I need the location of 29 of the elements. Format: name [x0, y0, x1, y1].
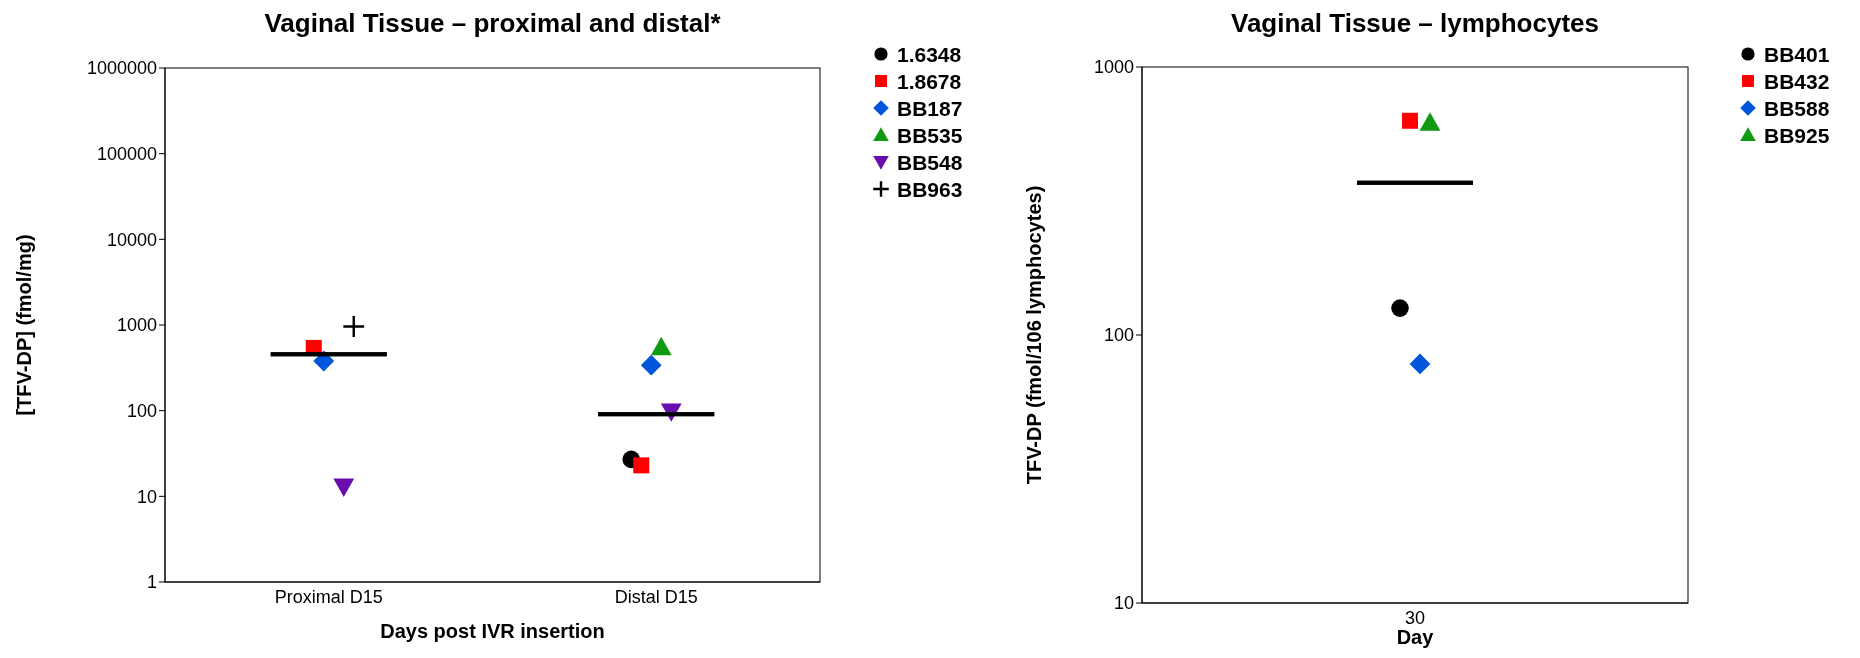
- y-tick-label: 100: [126, 401, 157, 422]
- y-tick-label: 1000: [1093, 57, 1134, 78]
- y-tick-label: 100000: [96, 144, 157, 165]
- chart-title: Vaginal Tissue – lymphocytes: [1230, 8, 1600, 39]
- legend-label: BB925: [1764, 123, 1830, 147]
- legend-label: BB432: [1764, 69, 1830, 93]
- y-axis-title: TFV-DP (fmol/106 lymphocytes): [1023, 185, 1046, 485]
- x-tick-label: 30: [1404, 607, 1426, 628]
- y-tick-label: 1000000: [86, 58, 157, 79]
- x-axis-title: Day: [1396, 626, 1435, 648]
- legend-label: BB588: [1764, 96, 1830, 120]
- x-axis-title: Days post IVR insertion: [380, 620, 605, 642]
- legend-label: BB187: [897, 96, 963, 120]
- y-tick-label: 100: [1103, 325, 1134, 346]
- y-tick-label: 1: [146, 572, 157, 593]
- chart-title: Vaginal Tissue – proximal and distal*: [263, 8, 722, 39]
- legend-label: BB535: [897, 123, 963, 147]
- legend-label: BB401: [1764, 42, 1830, 66]
- legend-label: BB548: [897, 150, 963, 174]
- y-tick-label: 10: [136, 486, 157, 507]
- legend-label: 1.8678: [897, 69, 962, 93]
- legend-label: 1.6348: [897, 42, 962, 66]
- y-tick-label: 1000: [116, 315, 157, 336]
- legend-label: BB963: [897, 177, 963, 201]
- x-tick-label: Proximal D15: [274, 586, 383, 607]
- x-tick-label: Distal D15: [614, 586, 698, 607]
- y-axis-title: [TFV-DP] (fmol/mg): [13, 234, 36, 416]
- y-tick-label: 10000: [106, 229, 157, 250]
- y-tick-label: 10: [1113, 593, 1134, 614]
